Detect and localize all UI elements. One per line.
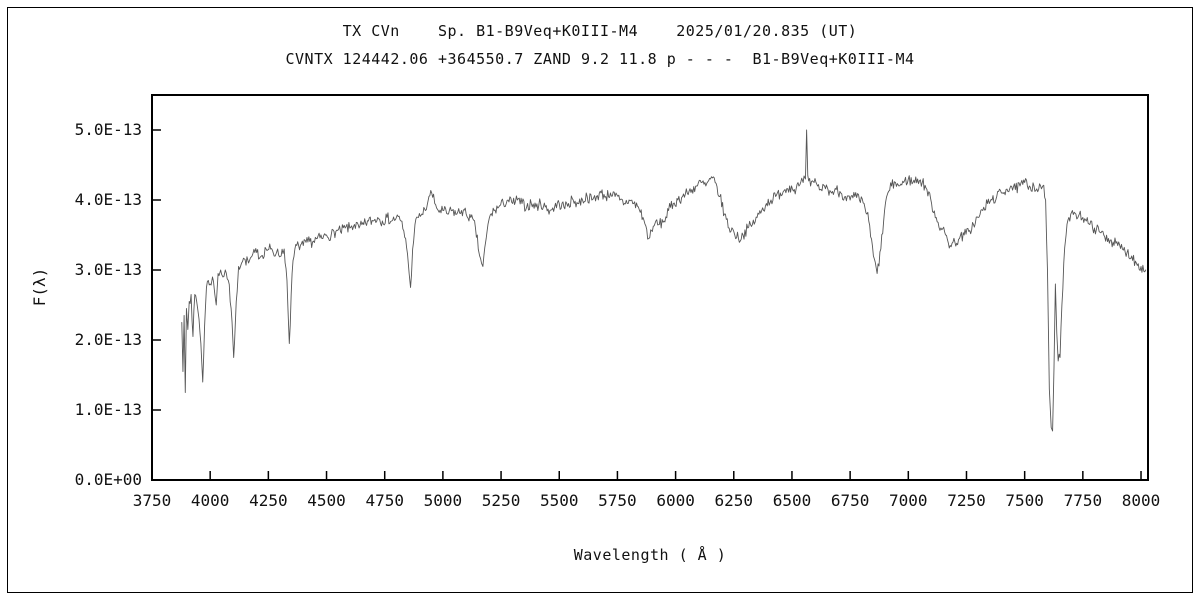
- x-tick-label: 4750: [365, 491, 404, 510]
- x-tick-label: 7750: [1064, 491, 1103, 510]
- x-tick-label: 4000: [191, 491, 230, 510]
- axis-ticks: [151, 129, 1142, 481]
- x-tick-label: 4250: [249, 491, 288, 510]
- y-tick-label: 4.0E-13: [75, 190, 142, 209]
- x-tick-label: 8000: [1122, 491, 1161, 510]
- x-tick-label: 6500: [773, 491, 812, 510]
- chart-title: TX CVn Sp. B1-B9Veq+K0III-M4 2025/01/20.…: [342, 22, 858, 40]
- y-tick-label: 5.0E-13: [75, 120, 142, 139]
- x-tick-labels: 3750 4000 4250 4500 4750 5000 5250 5500 5750 6000…: [133, 491, 1161, 510]
- x-tick-label: 6000: [656, 491, 695, 510]
- x-axis-label: Wavelength ( Å ): [573, 546, 727, 564]
- y-tick-labels: 0.0E+00 1.0E-13 2.0E-13 3.0E-13 4.0E-13 5.0E-…: [75, 120, 142, 489]
- spectrum-line: [181, 129, 1147, 432]
- x-tick-label: 5250: [482, 491, 521, 510]
- x-tick-label: 3750: [133, 491, 172, 510]
- x-tick-label: 5000: [424, 491, 463, 510]
- x-tick-label: 6250: [715, 491, 754, 510]
- x-tick-label: 7250: [947, 491, 986, 510]
- plot-frame: [151, 94, 1149, 481]
- x-tick-label: 6750: [831, 491, 870, 510]
- y-tick-label: 0.0E+00: [75, 470, 142, 489]
- x-tick-label: 5750: [598, 491, 637, 510]
- y-tick-label: 2.0E-13: [75, 330, 142, 349]
- x-tick-label: 5500: [540, 491, 579, 510]
- x-tick-label: 4500: [307, 491, 346, 510]
- y-tick-label: 3.0E-13: [75, 260, 142, 279]
- x-tick-label: 7500: [1005, 491, 1044, 510]
- y-tick-label: 1.0E-13: [75, 400, 142, 419]
- chart-subtitle: CVNTX 124442.06 +364550.7 ZAND 9.2 11.8 …: [285, 50, 915, 68]
- x-tick-label: 7000: [889, 491, 928, 510]
